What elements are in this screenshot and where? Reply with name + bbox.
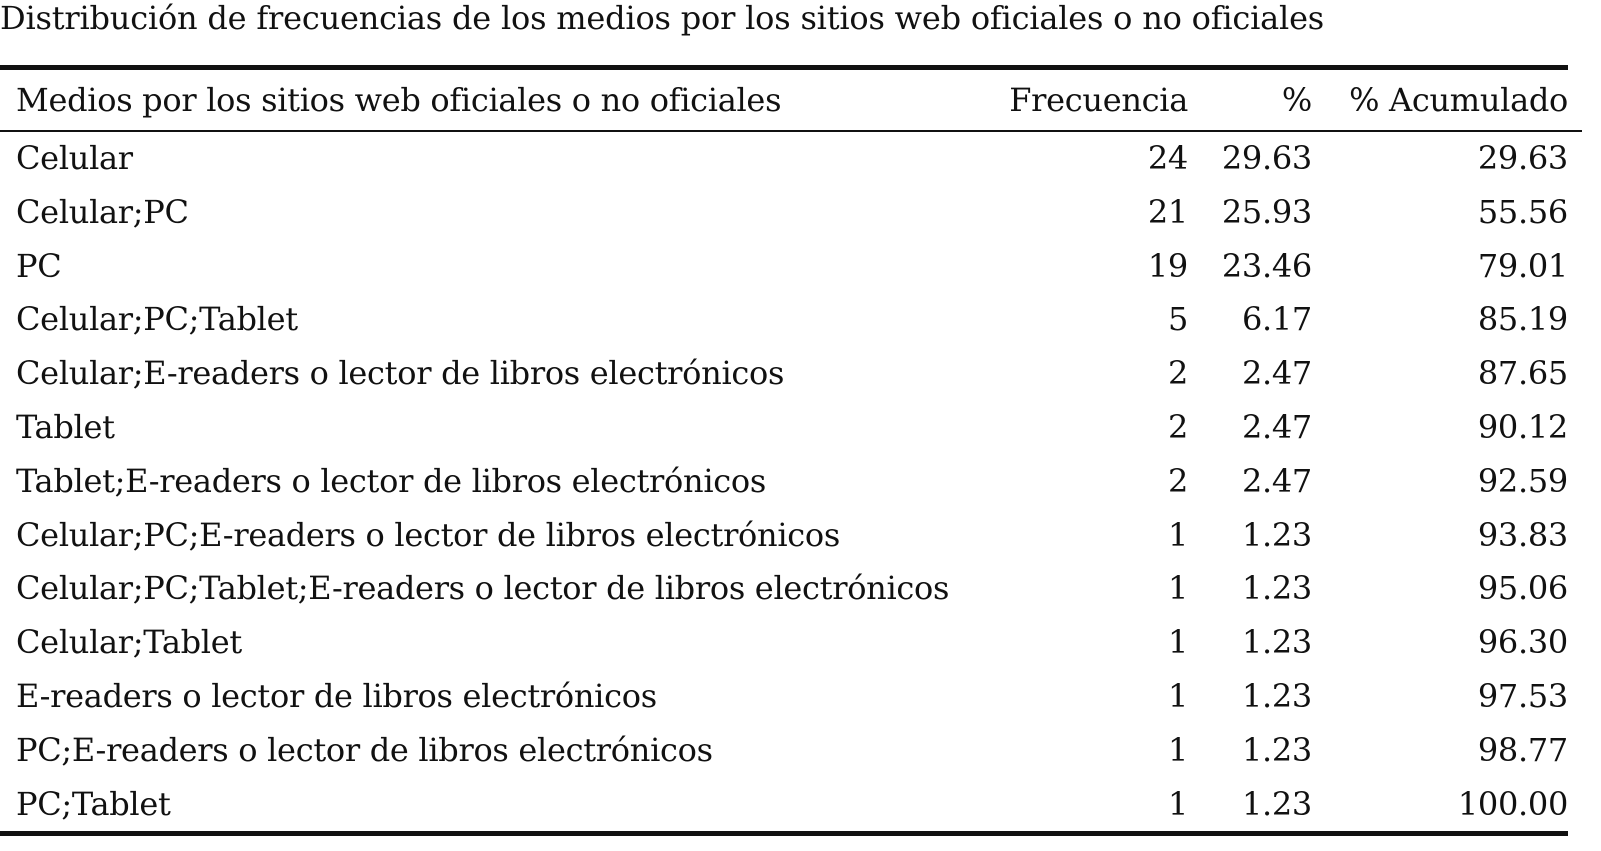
row-percent: 2.47 <box>1241 354 1312 393</box>
table-caption: Distribución de frecuencias de los medio… <box>0 0 1325 37</box>
row-label: E-readers o lector de libros electrónico… <box>16 676 657 715</box>
row-label: PC;E-readers o lector de libros electrón… <box>16 730 713 769</box>
table-row: PC;Tablet 1 1.23 100.00 <box>0 778 1582 832</box>
row-cumulative: 98.77 <box>1477 730 1568 769</box>
table-row: PC;E-readers o lector de libros electrón… <box>0 724 1582 778</box>
row-label: Celular <box>16 139 133 177</box>
row-percent: 2.47 <box>1241 461 1312 500</box>
row-label: PC;Tablet <box>16 784 171 823</box>
row-label: Celular;PC;Tablet <box>16 300 298 339</box>
row-frequency: 1 <box>1167 569 1188 608</box>
table-row: Celular 24 29.63 29.63 <box>0 131 1582 186</box>
table-row: Tablet 2 2.47 90.12 <box>0 401 1582 455</box>
table-row: Celular;Tablet 1 1.23 96.30 <box>0 616 1582 670</box>
row-frequency: 1 <box>1167 784 1188 823</box>
table-row: Tablet;E-readers o lector de libros elec… <box>0 455 1582 509</box>
row-percent: 23.46 <box>1221 246 1312 285</box>
header-row: Medios por los sitios web oficiales o no… <box>0 70 1582 132</box>
table-body: Celular 24 29.63 29.63 Celular;PC 21 25.… <box>0 131 1582 831</box>
header-frecuencia: Frecuencia <box>996 70 1188 132</box>
row-frequency: 1 <box>1167 515 1188 554</box>
row-cumulative: 95.06 <box>1477 569 1568 608</box>
row-percent: 29.63 <box>1221 139 1312 177</box>
row-frequency: 1 <box>1167 676 1188 715</box>
row-frequency: 24 <box>1147 139 1188 177</box>
row-cumulative: 96.30 <box>1477 623 1568 662</box>
row-cumulative: 100.00 <box>1457 784 1568 823</box>
row-cumulative: 92.59 <box>1477 461 1568 500</box>
row-label: Tablet <box>16 407 115 446</box>
row-label: PC <box>16 246 62 285</box>
table-row: Celular;PC;E-readers o lector de libros … <box>0 509 1582 563</box>
row-percent: 1.23 <box>1241 569 1312 608</box>
header-medios: Medios por los sitios web oficiales o no… <box>0 70 996 132</box>
frequency-table-container: Medios por los sitios web oficiales o no… <box>0 65 1582 837</box>
row-percent: 1.23 <box>1241 676 1312 715</box>
row-percent: 1.23 <box>1241 784 1312 823</box>
row-cumulative: 97.53 <box>1477 676 1568 715</box>
row-cumulative: 85.19 <box>1477 300 1568 339</box>
row-label: Celular;E-readers o lector de libros ele… <box>16 354 785 393</box>
table-row: Celular;E-readers o lector de libros ele… <box>0 347 1582 401</box>
table-row: Celular;PC 21 25.93 55.56 <box>0 186 1582 240</box>
header-acumulado: % Acumulado <box>1312 70 1582 132</box>
row-frequency: 2 <box>1167 461 1188 500</box>
row-percent: 1.23 <box>1241 515 1312 554</box>
row-frequency: 19 <box>1147 246 1188 285</box>
row-percent: 1.23 <box>1241 623 1312 662</box>
row-label: Tablet;E-readers o lector de libros elec… <box>16 461 766 500</box>
table-row: E-readers o lector de libros electrónico… <box>0 670 1582 724</box>
row-label: Celular;PC <box>16 192 189 231</box>
row-label: Celular;Tablet <box>16 623 242 662</box>
row-frequency: 2 <box>1167 407 1188 446</box>
row-cumulative: 79.01 <box>1477 246 1568 285</box>
table-row: Celular;PC;Tablet 5 6.17 85.19 <box>0 293 1582 347</box>
table-header: Medios por los sitios web oficiales o no… <box>0 70 1582 132</box>
header-porcentaje: % <box>1188 70 1312 132</box>
row-cumulative: 87.65 <box>1477 354 1568 393</box>
row-label: Celular;PC;E-readers o lector de libros … <box>16 515 840 554</box>
row-cumulative: 90.12 <box>1477 407 1568 446</box>
row-percent: 25.93 <box>1221 192 1312 231</box>
row-frequency: 5 <box>1167 300 1188 339</box>
row-cumulative: 93.83 <box>1477 515 1568 554</box>
row-frequency: 21 <box>1147 192 1188 231</box>
table-row: PC 19 23.46 79.01 <box>0 240 1582 294</box>
frequency-table: Medios por los sitios web oficiales o no… <box>0 70 1582 831</box>
row-frequency: 2 <box>1167 354 1188 393</box>
row-frequency: 1 <box>1167 623 1188 662</box>
row-percent: 2.47 <box>1241 407 1312 446</box>
row-label: Celular;PC;Tablet;E-readers o lector de … <box>16 569 950 608</box>
table-row: Celular;PC;Tablet;E-readers o lector de … <box>0 562 1582 616</box>
row-percent: 1.23 <box>1241 730 1312 769</box>
row-cumulative: 55.56 <box>1477 192 1568 231</box>
row-frequency: 1 <box>1167 730 1188 769</box>
row-cumulative: 29.63 <box>1477 139 1568 177</box>
row-percent: 6.17 <box>1241 300 1312 339</box>
